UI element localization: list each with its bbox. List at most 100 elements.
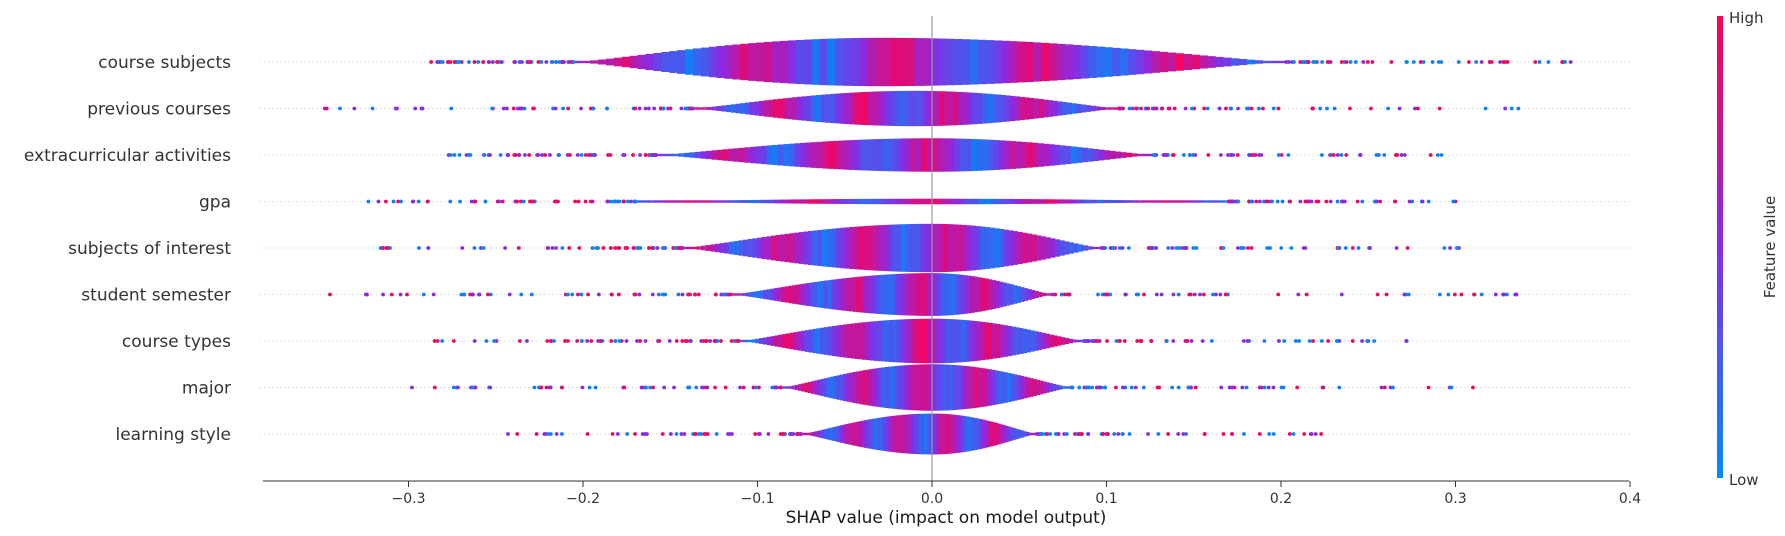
violin-slice bbox=[707, 200, 716, 203]
violin-slice bbox=[882, 224, 888, 272]
data-point bbox=[1456, 60, 1461, 64]
violin-slice bbox=[946, 364, 950, 411]
data-point bbox=[432, 339, 437, 343]
violin-slice bbox=[635, 200, 643, 203]
data-point bbox=[1257, 432, 1262, 436]
violin-slice bbox=[949, 138, 956, 172]
violin-slice bbox=[1001, 40, 1010, 84]
data-point bbox=[566, 60, 571, 64]
x-axis: −0.3 −0.2 −0.1 0.0 0.1 0.2 0.3 0.4 bbox=[263, 480, 1641, 507]
data-point bbox=[1394, 246, 1399, 250]
violin-slice bbox=[717, 149, 724, 161]
data-point bbox=[554, 246, 559, 250]
violin-slice bbox=[773, 199, 781, 204]
violin-slice bbox=[979, 419, 983, 449]
violin-slice bbox=[1109, 107, 1115, 110]
violin-slice bbox=[879, 417, 883, 451]
data-point bbox=[1149, 339, 1154, 343]
violin-slice bbox=[938, 223, 944, 273]
violin-slice bbox=[846, 198, 854, 205]
data-point bbox=[713, 292, 718, 297]
violin-slice bbox=[1077, 199, 1085, 204]
violin-slice bbox=[751, 339, 756, 343]
violin-slice bbox=[853, 422, 857, 446]
violin-slice bbox=[1019, 96, 1025, 121]
violin-slice bbox=[1000, 94, 1006, 123]
data-point bbox=[553, 106, 558, 111]
data-point bbox=[486, 60, 491, 64]
data-point bbox=[1513, 292, 1518, 297]
x-axis-title: SHAP value (impact on model output) bbox=[786, 508, 1107, 528]
violin-slice bbox=[837, 425, 841, 443]
data-point bbox=[1184, 339, 1189, 343]
violin-slice bbox=[808, 329, 814, 353]
data-point bbox=[643, 339, 648, 343]
violin-slice bbox=[788, 143, 796, 167]
data-point bbox=[527, 153, 532, 157]
violin-slice bbox=[862, 322, 867, 360]
violin-slice bbox=[958, 198, 966, 205]
violin-slice bbox=[1199, 55, 1208, 69]
violin-slice bbox=[852, 371, 857, 404]
data-point bbox=[1176, 292, 1181, 297]
violin-slice bbox=[838, 140, 845, 170]
data-point bbox=[1402, 153, 1407, 157]
feature-row: major bbox=[182, 364, 1630, 411]
data-point bbox=[661, 106, 666, 111]
data-point bbox=[668, 432, 673, 436]
violin-slice bbox=[777, 144, 784, 166]
data-point bbox=[723, 385, 728, 390]
violin-slice bbox=[816, 281, 822, 308]
data-point bbox=[352, 106, 357, 111]
violin-slice bbox=[912, 198, 920, 205]
violin-slice bbox=[794, 232, 800, 264]
data-point bbox=[545, 339, 550, 343]
violin-slice bbox=[807, 381, 812, 394]
data-point bbox=[688, 292, 692, 297]
data-point bbox=[643, 106, 648, 111]
violin-slice bbox=[874, 275, 879, 314]
violin-slice bbox=[1049, 334, 1054, 348]
data-point bbox=[482, 153, 487, 157]
data-point bbox=[1393, 153, 1398, 157]
violin-slice bbox=[1109, 150, 1116, 160]
violin-slice bbox=[1041, 332, 1047, 350]
violin-slice bbox=[1027, 289, 1032, 300]
violin-slice bbox=[834, 279, 839, 310]
violin-slice bbox=[910, 224, 916, 272]
data-point bbox=[1365, 339, 1370, 343]
data-point bbox=[515, 432, 520, 436]
violin-slice bbox=[931, 273, 936, 316]
feature-label: subjects of interest bbox=[68, 239, 231, 259]
violin-slice bbox=[918, 198, 927, 205]
violin-slice bbox=[760, 199, 768, 204]
data-point bbox=[1062, 432, 1067, 436]
violin-slice bbox=[903, 414, 907, 454]
violin-slice bbox=[661, 51, 670, 73]
data-point bbox=[1479, 292, 1484, 297]
violin-slice bbox=[1020, 375, 1024, 400]
violin-slice bbox=[1009, 95, 1016, 122]
violin-slice bbox=[843, 38, 852, 86]
data-point bbox=[1171, 153, 1176, 157]
violin-slice bbox=[826, 229, 832, 267]
violin-slice bbox=[990, 94, 997, 123]
violin-slice bbox=[653, 52, 662, 72]
violin-slice bbox=[999, 324, 1005, 358]
data-point bbox=[1428, 153, 1433, 157]
data-point bbox=[536, 153, 541, 157]
violin-slice bbox=[891, 224, 898, 272]
data-point bbox=[411, 199, 416, 204]
violin-slice bbox=[955, 365, 960, 410]
violin-slice bbox=[1037, 332, 1043, 350]
x-tick-label: 0.3 bbox=[1444, 491, 1466, 507]
data-point bbox=[1329, 153, 1333, 157]
violin-slice bbox=[965, 320, 970, 362]
data-point bbox=[690, 106, 695, 111]
violin-slice bbox=[961, 319, 967, 363]
violin-slice bbox=[961, 224, 967, 272]
violin-slice bbox=[744, 147, 751, 163]
data-point bbox=[576, 199, 581, 204]
violin-slice bbox=[1022, 232, 1028, 264]
violin-slice bbox=[923, 273, 929, 316]
